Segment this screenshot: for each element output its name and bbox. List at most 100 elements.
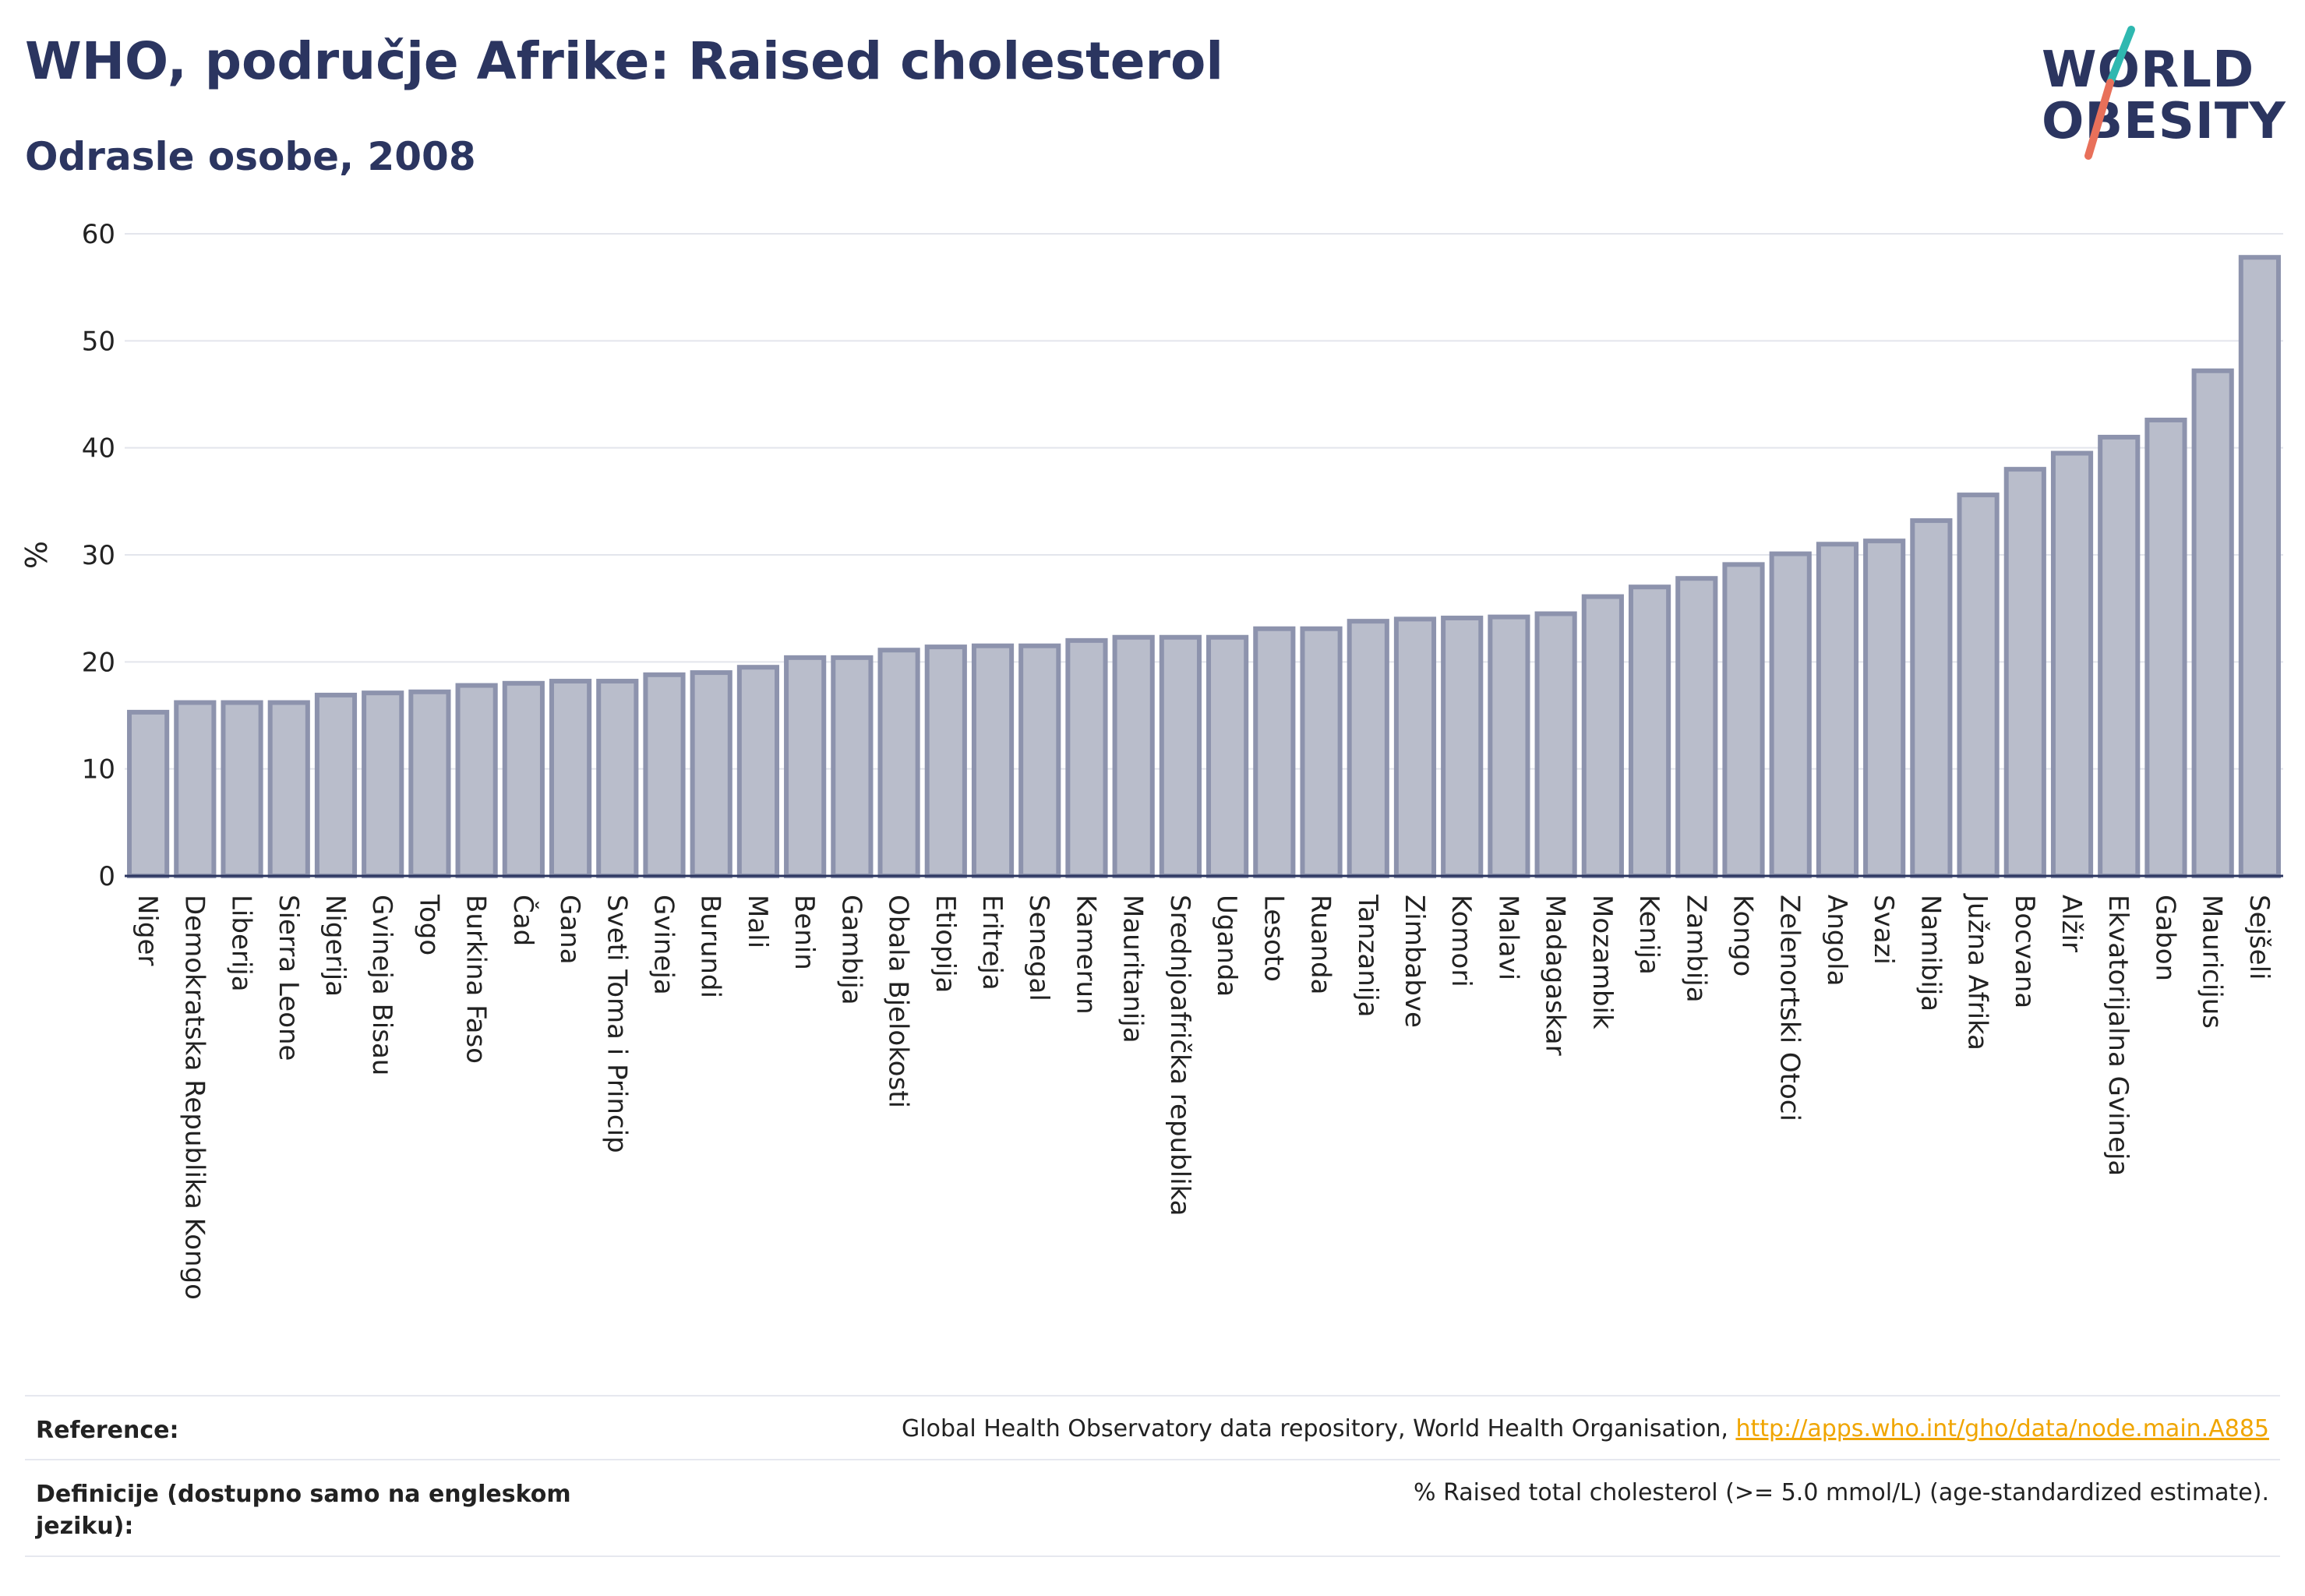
- x-tick-label: Obala Bjelokosti: [883, 895, 914, 1108]
- x-tick-label: Gana: [554, 895, 585, 965]
- x-tick-label: Sveti Toma i Princip: [601, 895, 632, 1153]
- x-tick-label: Mali: [742, 895, 773, 948]
- bar: [1628, 584, 1671, 878]
- x-tick-label: Zambija: [1680, 895, 1711, 1003]
- bar: [2003, 467, 2046, 878]
- bar: [1769, 551, 1812, 878]
- x-tick-label: Niger: [132, 895, 163, 966]
- x-tick-label: Zimbabve: [1399, 895, 1430, 1028]
- reference-value: Global Health Observatory data repositor…: [902, 1415, 2269, 1442]
- x-tick-label: Lesoto: [1258, 895, 1289, 982]
- definition-value: % Raised total cholesterol (>= 5.0 mmol/…: [1414, 1479, 2269, 1506]
- x-tick-label: Gabon: [2149, 895, 2180, 981]
- bar: [784, 655, 827, 879]
- bar: [1300, 626, 1343, 878]
- page-title: WHO, područje Afrike: Raised cholesterol: [25, 31, 1224, 91]
- page-subtitle: Odrasle osobe, 2008: [25, 134, 476, 179]
- x-tick-label: Etiopija: [930, 895, 961, 993]
- x-tick-label: Sejšeli: [2243, 895, 2275, 980]
- x-tick-label: Angola: [1821, 895, 1852, 986]
- x-tick-label: Gambija: [835, 895, 867, 1005]
- y-tick-label: 30: [82, 540, 115, 571]
- x-tick-label: Svazi: [1868, 895, 1899, 965]
- bar: [1112, 634, 1155, 878]
- bar: [408, 689, 451, 879]
- chart-bars: [127, 255, 2281, 879]
- bar: [736, 665, 780, 878]
- x-tick-label: Kamerun: [1070, 895, 1101, 1015]
- y-axis-label: %: [19, 541, 54, 569]
- x-tick-label: Ekvatorijalna Gvineja: [2102, 895, 2134, 1176]
- x-tick-label: Kenija: [1633, 895, 1664, 975]
- reference-row: Reference: Global Health Observatory dat…: [25, 1395, 2280, 1460]
- bar: [174, 700, 217, 879]
- x-tick-label: Gvineja: [648, 895, 679, 995]
- x-tick-label: Južna Afrika: [1962, 893, 1993, 1050]
- x-tick-label: Sierra Leone: [273, 895, 304, 1061]
- bar: [1488, 614, 1530, 878]
- bar: [1253, 626, 1296, 878]
- x-tick-label: Madagaskar: [1540, 895, 1571, 1056]
- bar: [1206, 634, 1249, 878]
- bar: [314, 692, 358, 879]
- bar: [127, 709, 170, 878]
- bar: [267, 700, 310, 879]
- x-tick-label: Liberija: [226, 895, 257, 992]
- logo-line-2: OBESITY: [2042, 93, 2286, 150]
- x-tick-label: Komori: [1445, 895, 1477, 987]
- bar: [1393, 616, 1437, 879]
- x-tick-label: Malavi: [1492, 895, 1523, 980]
- bar: [2238, 255, 2281, 879]
- bar: [1957, 493, 2000, 878]
- bar: [2191, 368, 2234, 878]
- x-tick-label: Gvineja Bisau: [366, 895, 397, 1075]
- logo-line-1: WORLD: [2042, 41, 2255, 99]
- bar: [455, 683, 498, 879]
- x-tick-label: Burundi: [695, 895, 726, 998]
- bar: [1534, 611, 1577, 878]
- bar: [831, 655, 874, 879]
- x-tick-label: Zelenortski Otoci: [1774, 895, 1806, 1121]
- y-tick-label: 10: [82, 754, 115, 786]
- bar: [1441, 616, 1484, 878]
- bar: [1159, 634, 1202, 878]
- reference-text: Global Health Observatory data repositor…: [902, 1415, 1736, 1442]
- bar: [549, 679, 592, 879]
- definition-row: Definicije (dostupno samo na engleskom j…: [25, 1459, 2280, 1557]
- x-tick-label: Togo: [413, 894, 444, 955]
- y-tick-label: 60: [82, 219, 115, 250]
- bar: [596, 679, 639, 879]
- bar: [1675, 576, 1718, 878]
- y-tick-label: 20: [82, 647, 115, 678]
- logo-slash-icon: [2084, 26, 2135, 160]
- bar: [1722, 562, 1765, 878]
- bar: [643, 672, 686, 879]
- bar: [2050, 450, 2094, 878]
- x-tick-label: Uganda: [1211, 895, 1242, 997]
- bar: [502, 680, 545, 878]
- bar: [2098, 434, 2141, 878]
- bar: [971, 643, 1015, 878]
- x-tick-label: Alžir: [2056, 895, 2087, 952]
- bar: [2144, 417, 2187, 878]
- bar: [362, 690, 404, 878]
- y-tick-label: 0: [98, 861, 115, 892]
- x-tick-label: Nigerija: [319, 895, 351, 997]
- x-tick-label: Srednjoafrička republika: [1164, 895, 1195, 1216]
- x-tick-label: Mozambik: [1587, 895, 1618, 1029]
- definition-label: Definicije (dostupno samo na engleskom j…: [36, 1481, 571, 1540]
- x-tick-label: Tanzanija: [1352, 894, 1383, 1017]
- x-tick-label: Demokratska Republika Kongo: [178, 895, 210, 1300]
- y-tick-label: 40: [82, 433, 115, 464]
- bar: [1065, 637, 1108, 878]
- y-axis-ticks: 0 10 20 30 40 50 60: [82, 219, 115, 892]
- x-tick-label: Kongo: [1728, 895, 1759, 976]
- y-tick-label: 50: [82, 326, 115, 357]
- bar: [924, 644, 967, 879]
- reference-link[interactable]: http://apps.who.int/gho/data/node.main.A…: [1735, 1415, 2269, 1442]
- bar: [690, 670, 732, 878]
- x-tick-label: Čad: [507, 895, 539, 946]
- bar: [1347, 619, 1389, 878]
- bar: [1581, 594, 1624, 878]
- x-tick-label: Eritreja: [976, 895, 1008, 990]
